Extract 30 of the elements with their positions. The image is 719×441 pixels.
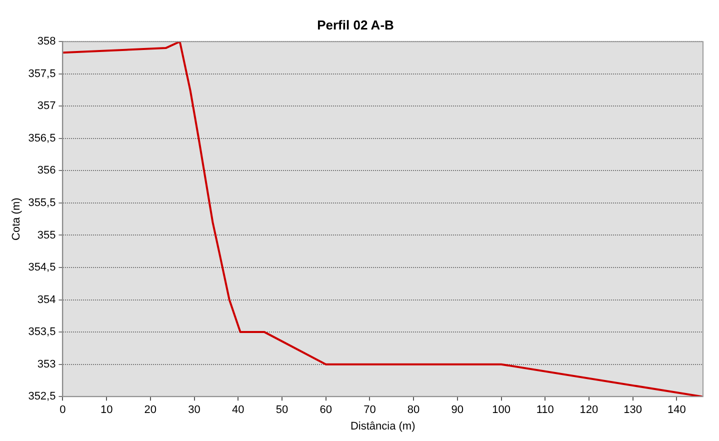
x-tick-label: 90	[451, 404, 464, 416]
y-tick-label: 355,5	[28, 196, 56, 209]
x-tick-label: 130	[624, 404, 642, 416]
y-axis-title: Cota (m)	[10, 198, 23, 240]
x-tick-label: 50	[276, 404, 288, 416]
x-axis-title: Distância (m)	[350, 420, 416, 432]
x-tick-label: 120	[580, 404, 598, 416]
x-tick-label: 40	[232, 404, 244, 416]
y-tick-label: 353,5	[28, 326, 56, 338]
x-tick-label: 0	[60, 404, 66, 416]
y-tick-label: 357	[37, 100, 56, 112]
x-tick-label: 70	[364, 404, 376, 416]
y-tick-label: 356	[37, 164, 56, 177]
x-tick-label: 20	[144, 404, 157, 416]
y-tick-label: 352,5	[28, 390, 56, 403]
chart-title: Perfil 02 A-B	[317, 17, 394, 32]
x-tick-label: 100	[492, 404, 510, 416]
x-tick-label: 30	[188, 404, 200, 416]
y-tick-label: 355	[37, 229, 56, 242]
y-tick-label: 358	[37, 36, 56, 48]
x-tick-label: 110	[536, 404, 554, 416]
y-tick-label: 353	[37, 358, 56, 370]
x-tick-label: 140	[668, 404, 686, 416]
y-tick-label: 354	[37, 294, 56, 306]
x-tick-label: 80	[407, 404, 420, 416]
y-tick-label: 357,5	[28, 68, 56, 80]
x-tick-label: 60	[320, 404, 332, 416]
y-tick-label: 356,5	[28, 132, 56, 144]
x-tick-label: 10	[100, 404, 113, 416]
y-tick-label: 354,5	[28, 262, 56, 274]
